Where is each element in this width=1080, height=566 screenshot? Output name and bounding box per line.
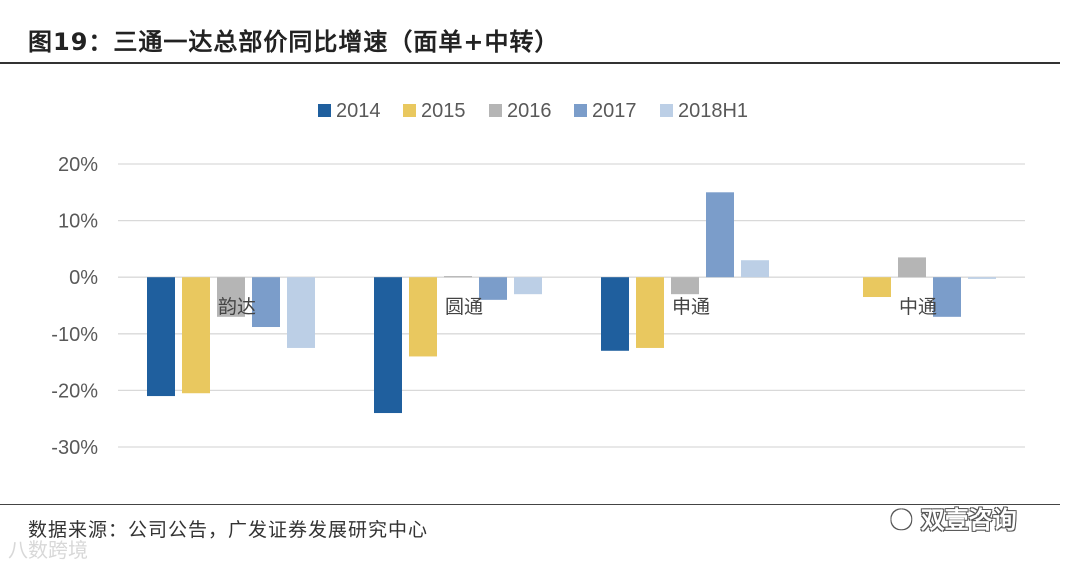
legend-swatch <box>574 104 587 117</box>
category-label: 韵达 <box>218 296 256 318</box>
bar-2018H1 <box>741 260 769 278</box>
legend-label: 2015 <box>421 100 466 122</box>
legend-label: 2016 <box>507 100 552 122</box>
watermark-right: ● 双壹咨询 <box>890 500 1017 535</box>
bar-2015 <box>863 277 891 298</box>
y-tick-label: -20% <box>51 380 98 402</box>
bar-2016 <box>898 257 926 278</box>
category-label: 圆通 <box>445 296 483 318</box>
bar-2014 <box>601 277 629 351</box>
bar-2017 <box>479 277 507 300</box>
wechat-icon: ● <box>890 502 913 533</box>
category-label: 申通 <box>672 296 710 318</box>
source-note: 数据来源：公司公告，广发证券发展研究中心 <box>28 519 429 541</box>
bar-2015 <box>409 277 437 357</box>
legend-swatch <box>489 104 502 117</box>
legend-label: 2018H1 <box>678 100 748 122</box>
bar-2014 <box>374 277 402 414</box>
bar-2018H1 <box>968 277 996 279</box>
bar-2017 <box>706 192 734 278</box>
legend-label: 2014 <box>336 100 381 122</box>
bar-2016 <box>444 276 472 278</box>
bar-2016 <box>671 277 699 295</box>
title-divider <box>0 62 1060 64</box>
bar-2017 <box>252 277 280 328</box>
bar-chart: 20% 10% 0% -10% -20% -30% 2014 2015 2016 2017 2018… <box>51 100 1025 459</box>
bar-2018H1 <box>287 277 315 348</box>
bar-2015 <box>636 277 664 348</box>
page-title: 图19：三通一达总部价同比增速（面单+中转） <box>28 28 560 56</box>
legend-swatch <box>403 104 416 117</box>
watermark-right-text: 双壹咨询 <box>920 506 1017 534</box>
y-tick-label: 10% <box>58 211 98 233</box>
y-tick-label: -30% <box>51 437 98 459</box>
bar-2016 <box>217 277 245 317</box>
y-tick-label: 20% <box>58 154 98 176</box>
legend-swatch <box>318 104 331 117</box>
legend-swatch <box>660 104 673 117</box>
y-tick-label: -10% <box>51 324 98 346</box>
watermark-left: 八数跨境 <box>8 538 88 562</box>
legend-label: 2017 <box>592 100 637 122</box>
y-tick-label: 0% <box>69 267 98 289</box>
bar-2015 <box>182 277 210 394</box>
bar-2018H1 <box>514 277 542 295</box>
bar-2014 <box>147 277 175 397</box>
category-label: 中通 <box>899 296 937 318</box>
bar-2017 <box>933 277 961 317</box>
source-divider <box>0 504 1060 505</box>
